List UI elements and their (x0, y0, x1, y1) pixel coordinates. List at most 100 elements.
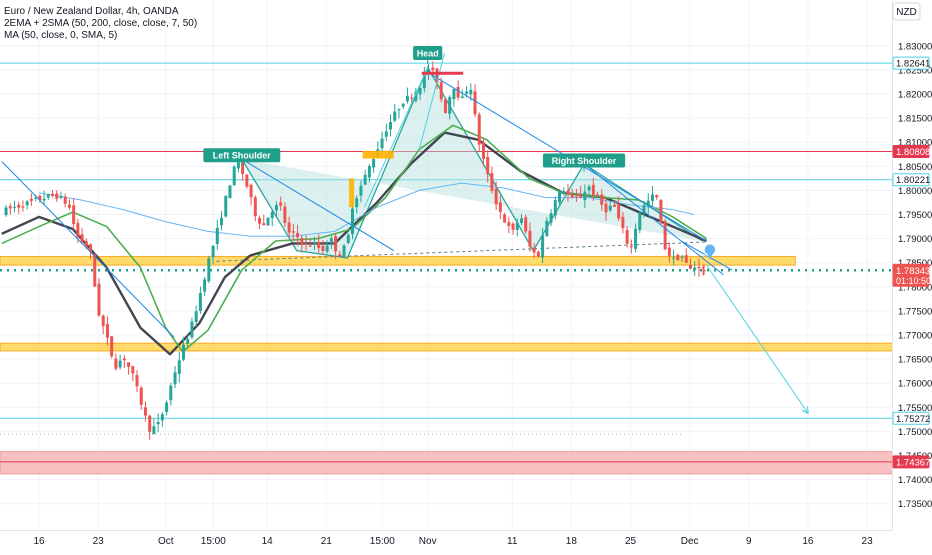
candle-body (545, 220, 549, 236)
candle (12, 200, 16, 213)
candle (270, 209, 274, 227)
candle (612, 201, 616, 208)
candle-body (384, 131, 388, 137)
candle (693, 260, 697, 276)
price-badge-text: 1.80808 (896, 147, 930, 158)
candle-body (486, 156, 490, 175)
candle-body (688, 264, 692, 269)
neckline (216, 241, 707, 262)
candle (405, 87, 409, 104)
zone-yellow (0, 255, 796, 266)
trend-line (241, 158, 395, 252)
price-badge: 1.80221 (892, 173, 930, 187)
candle-body (97, 283, 101, 316)
candle (300, 235, 304, 253)
candle-body (524, 217, 528, 232)
candle-body (422, 73, 426, 89)
candle (587, 184, 591, 196)
candle (596, 191, 600, 197)
candle-body (186, 338, 190, 344)
candle-body (532, 247, 536, 253)
candle (105, 316, 109, 346)
candle (663, 218, 667, 251)
candle (528, 222, 532, 252)
price-badge-bg (892, 56, 930, 70)
candle (228, 184, 232, 199)
candle (384, 123, 388, 142)
price-tick-label: 1.78500 (898, 258, 932, 269)
price-tick-label: 1.77000 (898, 331, 932, 342)
candle-body (612, 204, 616, 207)
candle (355, 195, 359, 214)
candle (570, 188, 574, 199)
candle-body (127, 362, 131, 367)
candle-body (207, 258, 211, 282)
candle-body (84, 241, 88, 247)
candle-body (667, 247, 671, 256)
candle-body (659, 199, 663, 223)
candle (363, 169, 367, 186)
candle (655, 194, 659, 200)
candle-body (574, 196, 578, 198)
candle-body (72, 205, 76, 224)
candle (211, 245, 215, 265)
price-tick-label: 1.80500 (898, 162, 932, 173)
candle (118, 354, 122, 370)
candle (169, 382, 173, 406)
time-axis[interactable]: 16 23 Oct 15:00 14 21 15:00 Nov 11 18 25 Dec 9 16 23 (33, 536, 873, 547)
candle-body (672, 257, 676, 259)
candle-body (697, 266, 701, 269)
candle-body (427, 69, 431, 72)
candle (617, 196, 621, 221)
currency-label: NZD (896, 7, 917, 18)
candle (519, 214, 523, 226)
candle-body (55, 193, 59, 199)
candle (207, 255, 211, 284)
candle-body (194, 311, 198, 322)
candle-body (76, 223, 80, 237)
candle-body (469, 89, 473, 95)
time-tick-label: 21 (321, 536, 333, 547)
candle-body (350, 208, 354, 235)
candle-body (431, 67, 435, 71)
candle-body (566, 190, 570, 195)
candle (629, 239, 633, 254)
candle-body (583, 191, 587, 201)
price-badge-countdown: 01:10:50 (896, 276, 931, 286)
candle-body (591, 184, 595, 195)
candle (156, 413, 160, 433)
candle (198, 286, 202, 315)
candle-body (17, 204, 21, 208)
zone-yellow (0, 342, 892, 352)
time-tick-label: 23 (93, 536, 105, 547)
candle-body (317, 241, 321, 249)
candle-body (29, 198, 33, 201)
price-badge: 1.75272 (892, 411, 930, 425)
candle-body (380, 138, 384, 149)
candle-body (279, 202, 283, 206)
candle-body (253, 197, 257, 217)
candle (604, 197, 608, 221)
price-badge: 1.74367 (892, 455, 930, 469)
time-tick-label: 18 (566, 536, 578, 547)
candle-body (528, 230, 532, 247)
candle (481, 138, 485, 167)
price-tick-label: 1.79000 (898, 234, 932, 245)
candle-body (224, 195, 228, 217)
candle (350, 201, 354, 240)
candle (553, 196, 557, 220)
candle-body (549, 213, 553, 223)
candle (672, 249, 676, 266)
pattern-label-bg (203, 148, 281, 163)
price-axis[interactable]: 1.735001.740001.745001.750001.755001.760… (898, 41, 932, 510)
candle (181, 336, 185, 362)
candle (63, 193, 67, 208)
currency-button[interactable]: NZD (892, 2, 921, 21)
candle-body (693, 267, 697, 270)
pattern-label-bg (413, 46, 443, 61)
candle (511, 221, 515, 235)
candle (51, 190, 55, 198)
candle (249, 183, 253, 206)
